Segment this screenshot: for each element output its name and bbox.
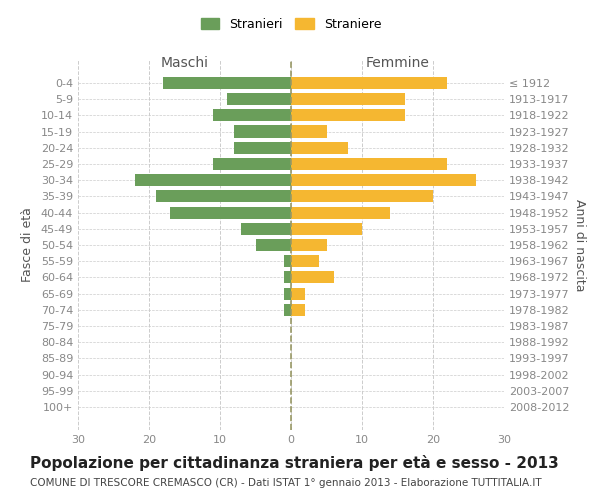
Bar xyxy=(284,272,291,283)
Bar xyxy=(213,109,291,122)
Text: Femmine: Femmine xyxy=(365,56,430,70)
Y-axis label: Fasce di età: Fasce di età xyxy=(21,208,34,282)
Y-axis label: Anni di nascita: Anni di nascita xyxy=(573,198,586,291)
Text: COMUNE DI TRESCORE CREMASCO (CR) - Dati ISTAT 1° gennaio 2013 - Elaborazione TUT: COMUNE DI TRESCORE CREMASCO (CR) - Dati … xyxy=(30,478,542,488)
Bar xyxy=(291,255,319,268)
Bar xyxy=(156,190,291,202)
Bar xyxy=(291,77,447,89)
Bar xyxy=(291,288,305,300)
Bar xyxy=(241,222,291,235)
Bar xyxy=(291,93,404,105)
Bar xyxy=(135,174,291,186)
Bar xyxy=(291,142,348,154)
Bar xyxy=(291,174,476,186)
Text: Popolazione per cittadinanza straniera per età e sesso - 2013: Popolazione per cittadinanza straniera p… xyxy=(30,455,559,471)
Bar xyxy=(291,272,334,283)
Legend: Stranieri, Straniere: Stranieri, Straniere xyxy=(200,18,382,31)
Bar xyxy=(234,142,291,154)
Bar xyxy=(170,206,291,218)
Bar xyxy=(291,222,362,235)
Bar xyxy=(163,77,291,89)
Bar xyxy=(291,304,305,316)
Bar xyxy=(234,126,291,138)
Bar xyxy=(256,239,291,251)
Bar xyxy=(284,288,291,300)
Bar xyxy=(284,255,291,268)
Bar xyxy=(291,239,326,251)
Bar xyxy=(291,126,326,138)
Bar xyxy=(291,109,404,122)
Bar xyxy=(213,158,291,170)
Bar xyxy=(284,304,291,316)
Text: Maschi: Maschi xyxy=(161,56,209,70)
Bar xyxy=(227,93,291,105)
Bar xyxy=(291,206,391,218)
Bar xyxy=(291,190,433,202)
Bar xyxy=(291,158,447,170)
